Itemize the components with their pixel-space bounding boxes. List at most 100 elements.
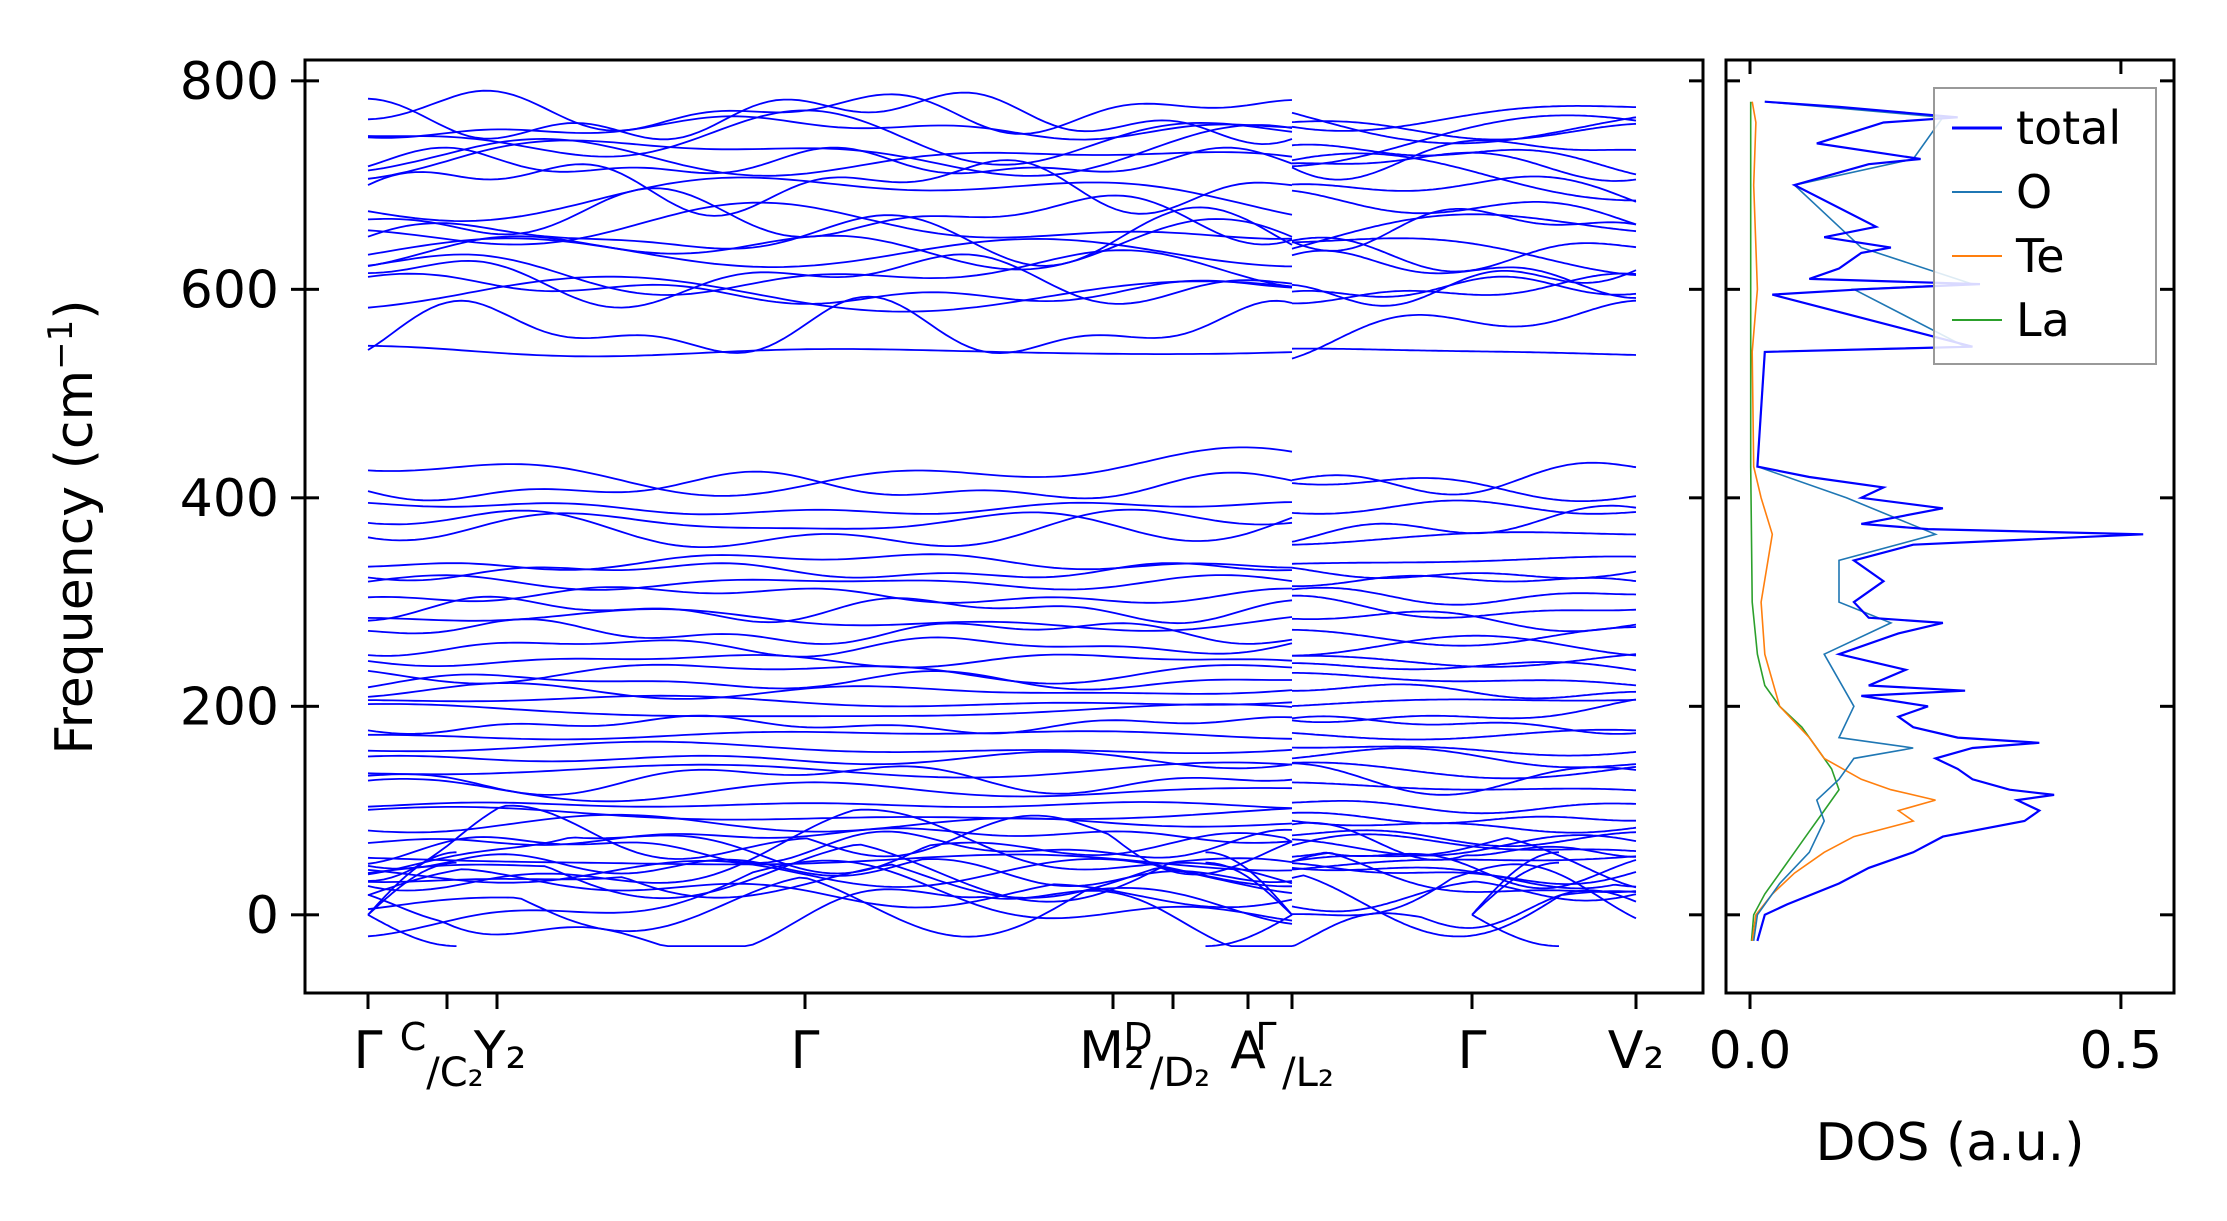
band-line — [367, 344, 1293, 358]
band-line — [367, 670, 1292, 691]
acoustic-band — [367, 914, 457, 947]
band-line — [1291, 761, 1637, 780]
legend-entry: Te — [1952, 229, 2065, 283]
band-line — [1291, 586, 1637, 606]
acoustic-band — [367, 861, 457, 916]
band-line — [367, 832, 1293, 876]
band-line — [367, 553, 1293, 571]
legend-box — [1933, 87, 2157, 365]
band-line — [367, 740, 1293, 754]
x-tick-label: Γ — [1458, 1021, 1487, 1081]
y-tick-label: 800 — [180, 52, 279, 112]
band-line — [367, 761, 1293, 779]
band-line — [367, 853, 1293, 872]
band-line — [1291, 189, 1637, 226]
band-line — [367, 295, 1293, 355]
svg-text:Γ: Γ — [1255, 1015, 1276, 1059]
legend-entry: total — [1952, 101, 2121, 155]
band-line — [367, 868, 1293, 909]
legend-entry: O — [1952, 165, 2052, 219]
band-line — [1291, 837, 1637, 889]
band-line — [1291, 866, 1637, 890]
legend-entries: total O Te La — [1952, 101, 2121, 347]
svg-text:/D₂: /D₂ — [1150, 1050, 1210, 1096]
y-tick: 600 — [180, 260, 1703, 320]
band-line — [367, 714, 1293, 735]
band-line — [367, 89, 1293, 135]
acoustic-band — [1205, 861, 1293, 916]
band-line — [1292, 672, 1637, 687]
band-line — [367, 446, 1293, 497]
x-tick-label: M₂ — [1079, 1021, 1145, 1081]
band-line — [1291, 698, 1636, 707]
y-axis-label: Frequency (cm−1) — [41, 299, 105, 754]
band-line — [1291, 800, 1637, 815]
legend-entry: La — [1952, 293, 2070, 347]
svg-text:Y₂: Y₂ — [473, 1021, 527, 1081]
band-line — [367, 608, 1293, 632]
band-line — [1291, 555, 1636, 565]
band-line — [367, 109, 1293, 166]
band-line — [367, 703, 1293, 718]
band-line — [1291, 120, 1637, 141]
svg-text:/C₂: /C₂ — [426, 1050, 483, 1096]
band-line — [1291, 105, 1636, 132]
svg-text:Γ: Γ — [791, 1021, 820, 1081]
band-line — [367, 859, 1293, 938]
band-line — [367, 91, 1293, 146]
svg-text:A: A — [1230, 1021, 1266, 1081]
dos-series-o — [1752, 100, 1973, 942]
band-line — [367, 115, 1293, 141]
band-line — [1291, 461, 1637, 496]
svg-text:Γ: Γ — [354, 1021, 383, 1081]
band-line — [1291, 111, 1637, 145]
x-tick-label: V₂ — [1608, 1021, 1664, 1081]
band-plot-frame — [303, 58, 1705, 995]
band-line — [1292, 634, 1637, 657]
y-tick-label: 400 — [180, 469, 279, 529]
band-line — [1291, 889, 1637, 947]
band-line — [367, 586, 1293, 604]
band-line — [367, 813, 1293, 834]
band-line — [367, 159, 1293, 217]
band-line — [367, 272, 1293, 305]
band-line — [367, 218, 1293, 271]
band-line — [1291, 610, 1637, 633]
legend-label: La — [2016, 293, 2070, 347]
svg-text:Γ: Γ — [1458, 1021, 1487, 1081]
dos-x-tick-label: 0.0 — [1709, 1021, 1792, 1081]
band-line — [1291, 152, 1636, 202]
band-line — [1292, 531, 1637, 546]
band-line — [367, 804, 1293, 882]
band-line — [367, 595, 1293, 625]
svg-text:M₂: M₂ — [1079, 1021, 1145, 1081]
dos-plot-frame — [1724, 58, 2176, 995]
x-axis-label-dos: DOS (a.u.) — [1816, 1113, 2085, 1173]
acoustic-band — [1471, 861, 1559, 916]
band-line — [367, 574, 1293, 591]
band-line — [1291, 874, 1637, 938]
band-line — [367, 653, 1293, 669]
band-line — [1292, 661, 1637, 672]
acoustic-band — [1205, 914, 1293, 947]
band-line — [1291, 477, 1637, 502]
band-line — [1291, 504, 1637, 543]
band-line — [367, 253, 1293, 309]
y-tick-label: 600 — [180, 260, 279, 320]
acoustic-band — [1471, 914, 1559, 947]
band-line — [367, 863, 1293, 899]
x-tick-label: Y₂ — [473, 1021, 527, 1081]
dos-series-la — [1749, 101, 1840, 941]
y-tick: 400 — [180, 469, 1703, 529]
dos-series-total — [1756, 100, 2144, 942]
band-line — [367, 124, 1293, 180]
band-line — [367, 857, 1292, 888]
dos-axis-ticks: 0.0 0.5 — [1709, 60, 2174, 1081]
band-line — [367, 275, 1293, 313]
band-line — [367, 511, 1293, 542]
band-line — [1291, 275, 1637, 298]
band-line — [1291, 781, 1637, 792]
band-line — [367, 876, 1293, 938]
band-line — [367, 750, 1293, 770]
x-tick-label: C/C₂ — [400, 1015, 484, 1096]
